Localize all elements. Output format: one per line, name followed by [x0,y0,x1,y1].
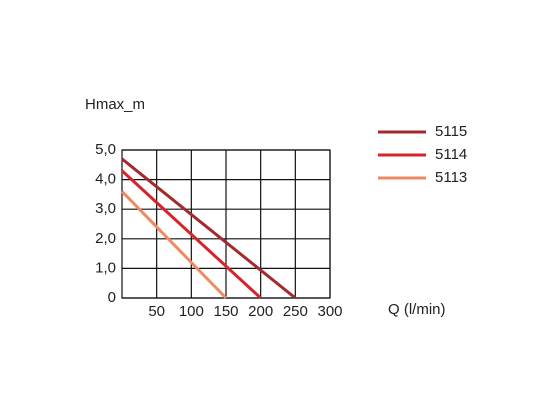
y-tick-label: 0 [108,289,116,306]
x-tick-label: 100 [179,303,204,320]
legend-label: 5115 [435,123,467,140]
legend-label: 5113 [435,169,467,186]
data-line [121,157,297,300]
y-tick-label: 1,0 [95,259,116,276]
y-tick-label: 5,0 [95,141,116,158]
y-tick-label: 4,0 [95,171,116,188]
y-axis-label: Hmax_m [85,96,145,113]
y-tick-label: 3,0 [95,200,116,217]
x-tick-label: 150 [213,303,238,320]
legend-label: 5114 [435,146,467,163]
x-axis-label: Q (l/min) [388,301,446,318]
x-tick-label: 200 [248,303,273,320]
y-tick-label: 2,0 [95,230,116,247]
data-line [120,169,262,300]
x-tick-label: 50 [148,303,165,320]
x-tick-label: 250 [283,303,308,320]
data-line [120,190,228,300]
x-tick-label: 300 [317,303,342,320]
